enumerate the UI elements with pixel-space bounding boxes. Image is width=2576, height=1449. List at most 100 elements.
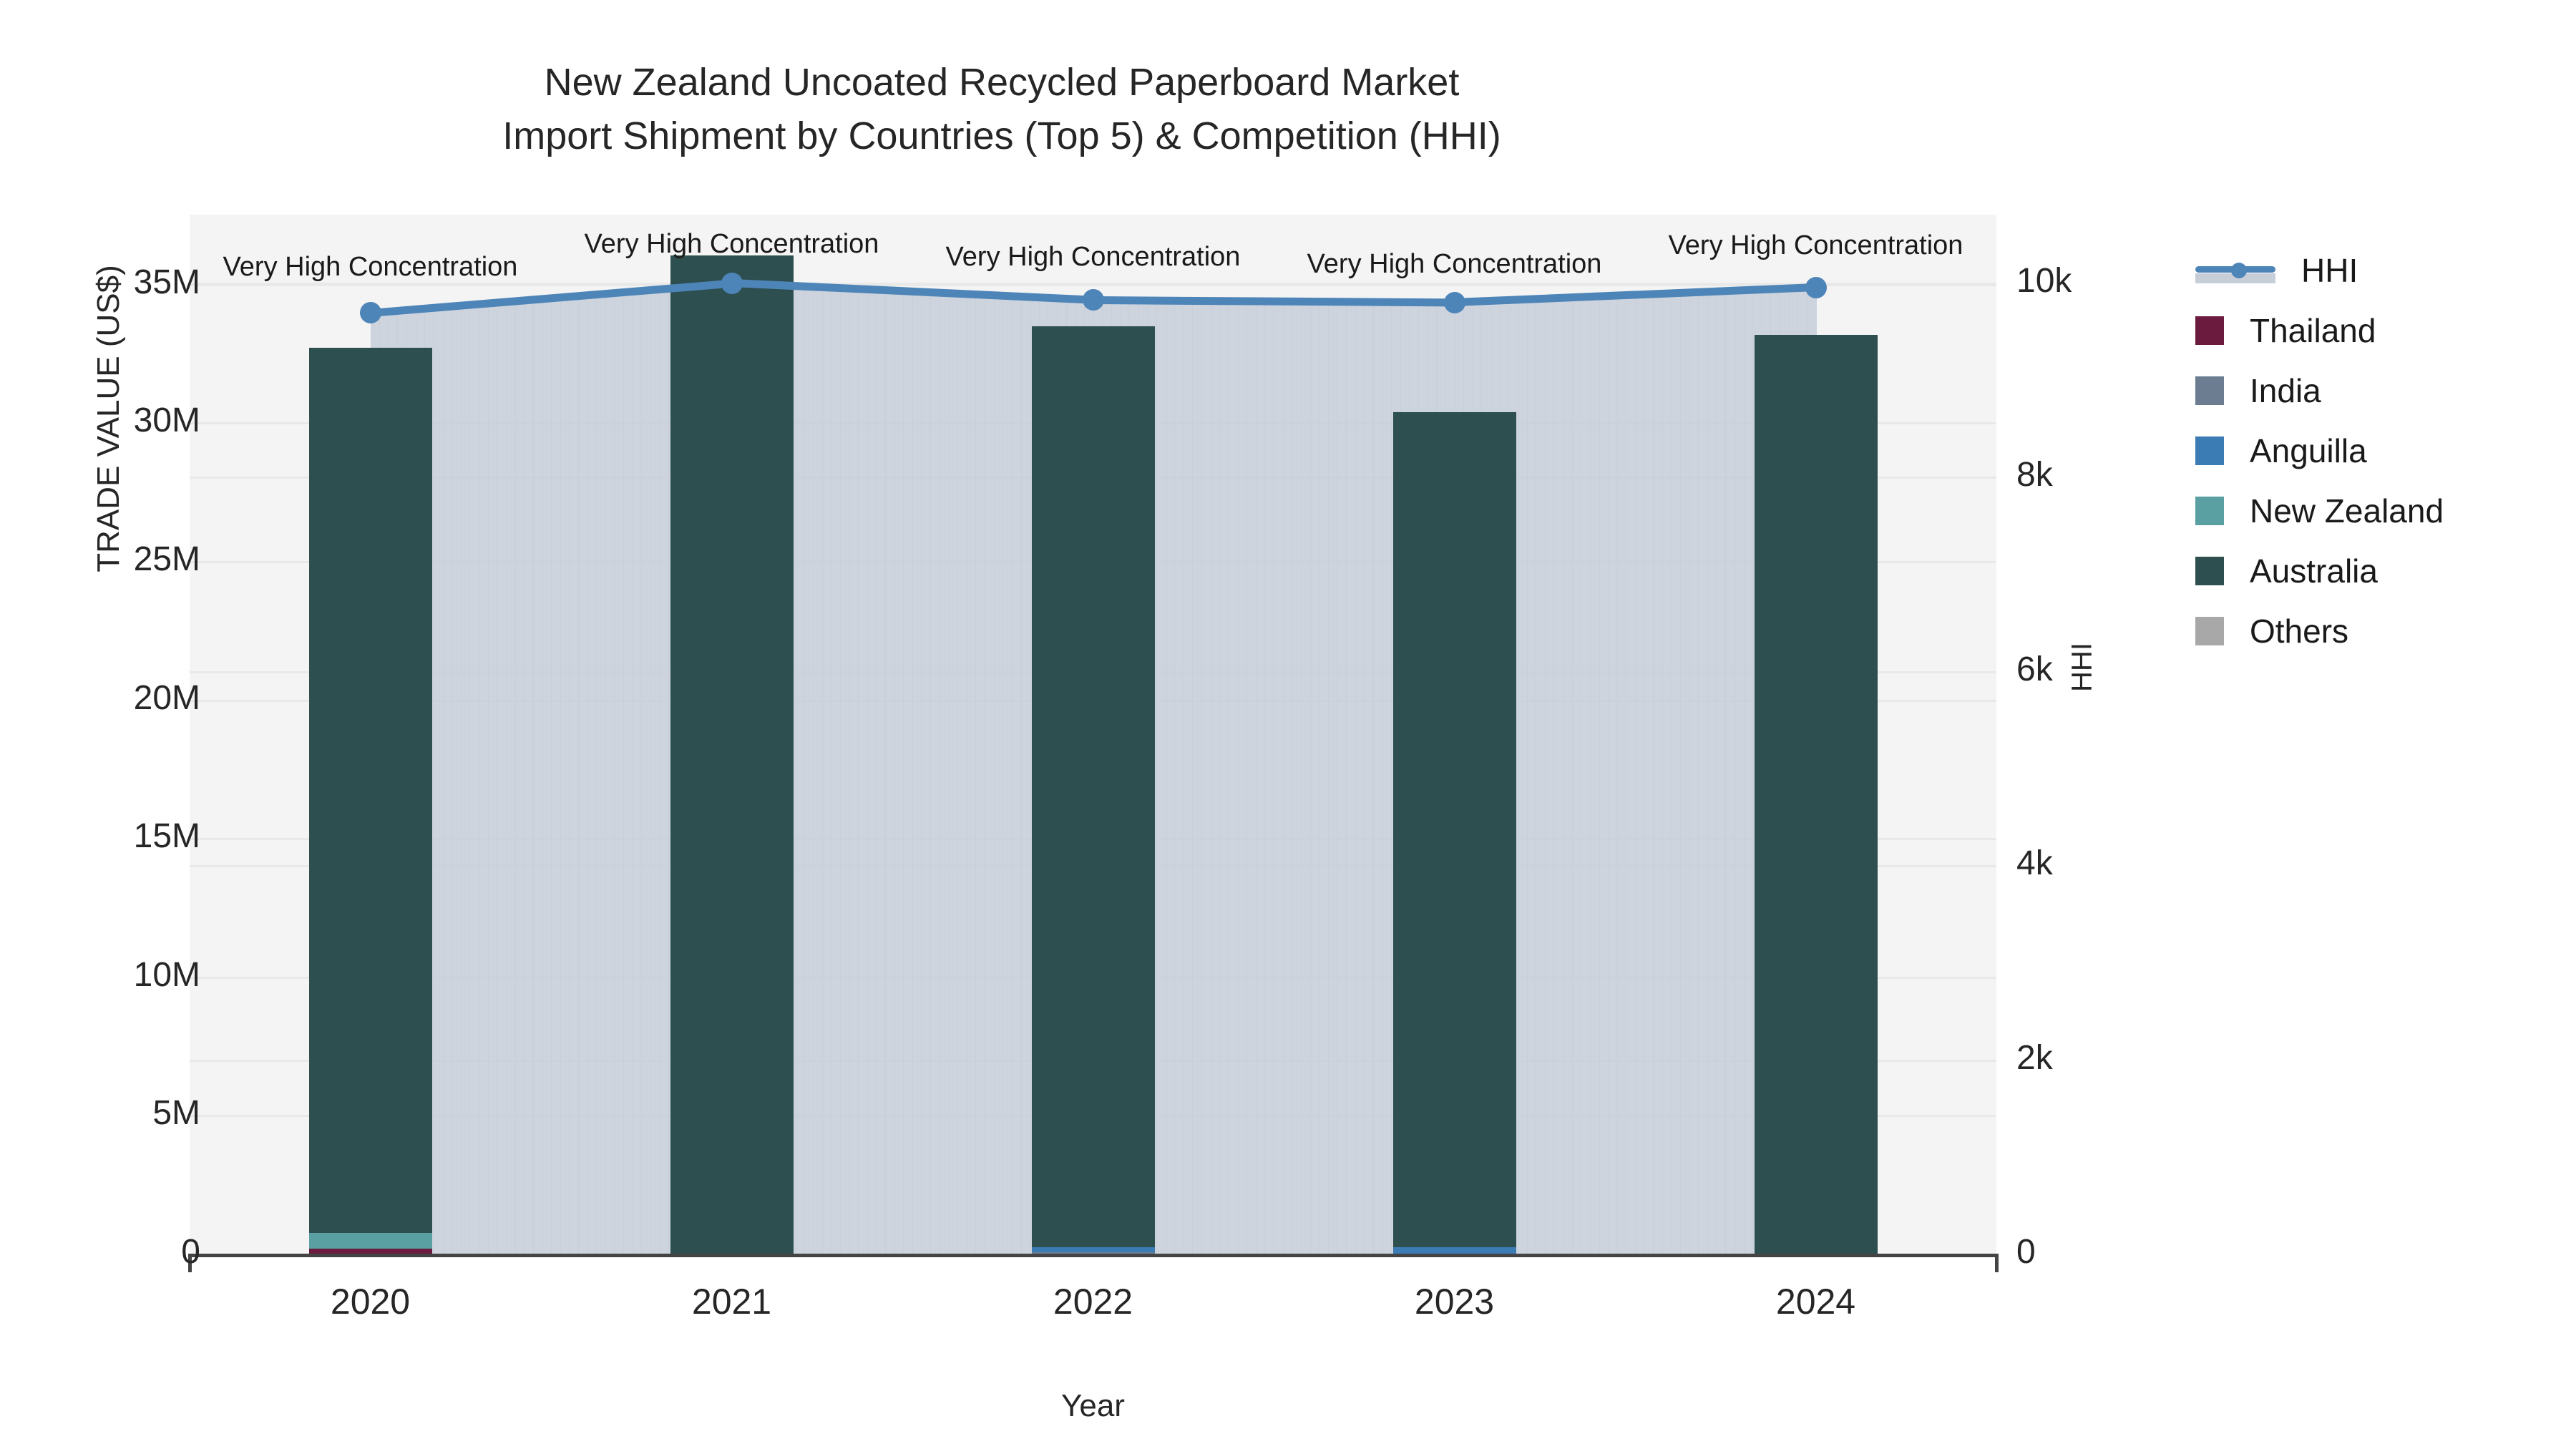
hhi-area-fill <box>1255 301 1266 1254</box>
hhi-area-fill <box>1571 297 1582 1254</box>
concentration-annotation: Very High Concentration <box>1307 249 1602 279</box>
hhi-area-fill <box>1219 301 1229 1254</box>
hhi-data-point[interactable] <box>1443 291 1465 313</box>
chart-legend: HHI Thailand India Anguilla New Zealand Austr… <box>2195 240 2444 661</box>
legend-line-icon <box>2195 256 2275 285</box>
y-axis-tick-left: 20M <box>133 678 200 717</box>
hhi-area-fill <box>1599 296 1609 1254</box>
chart-title: New Zealand Uncoated Recycled Paperboard… <box>0 56 2004 162</box>
hhi-area-fill <box>623 291 633 1254</box>
hhi-area-fill <box>1183 301 1194 1254</box>
hhi-area-fill <box>1292 301 1302 1254</box>
bar-segment[interactable] <box>1392 1246 1516 1254</box>
bar-segment[interactable] <box>308 1233 432 1249</box>
bar-segment[interactable] <box>1031 1246 1155 1252</box>
hhi-area-fill <box>985 295 995 1254</box>
hhi-area-fill <box>1210 301 1221 1254</box>
hhi-area-fill <box>460 305 471 1254</box>
y-axis-tick-right: 2k <box>2016 1038 2053 1077</box>
bar-segment[interactable] <box>1031 326 1155 1247</box>
concentration-annotation: Very High Concentration <box>223 252 518 282</box>
concentration-annotation: Very High Concentration <box>1668 230 1963 260</box>
hhi-area-fill <box>433 307 444 1254</box>
hhi-area-fill <box>1201 301 1211 1254</box>
hhi-area-fill <box>1725 291 1735 1254</box>
legend-item[interactable]: India <box>2195 361 2444 421</box>
hhi-area-fill <box>1653 293 1663 1254</box>
hhi-area-fill <box>577 295 588 1254</box>
hhi-area-fill <box>469 304 479 1254</box>
hhi-area-fill <box>1327 301 1338 1254</box>
legend-label: Others <box>2250 613 2349 650</box>
hhi-area-fill <box>794 286 805 1254</box>
hhi-area-fill <box>1002 296 1013 1254</box>
hhi-area-fill <box>1319 301 1329 1254</box>
hhi-data-point[interactable] <box>1805 276 1827 298</box>
legend-item[interactable]: Australia <box>2195 541 2444 601</box>
legend-item[interactable]: HHI <box>2195 240 2444 301</box>
hhi-area-fill <box>1626 295 1636 1254</box>
gridline <box>190 283 1996 286</box>
y-axis-tick-left: 15M <box>133 817 200 856</box>
y-axis-tick-left: 35M <box>133 263 200 301</box>
hhi-area-fill <box>1246 301 1257 1254</box>
y-axis-label-right: HHI <box>2066 643 2098 692</box>
hhi-area-fill <box>975 294 985 1254</box>
hhi-area-fill <box>885 291 895 1254</box>
hhi-area-fill <box>1264 301 1274 1254</box>
hhi-area-fill <box>1165 301 1176 1254</box>
y-axis-tick-left: 30M <box>133 401 200 440</box>
y-axis-tick-right: 8k <box>2016 456 2053 494</box>
hhi-area-fill <box>1526 299 1537 1254</box>
hhi-area-fill <box>1282 301 1293 1254</box>
bar-segment[interactable] <box>1031 1252 1155 1254</box>
legend-item[interactable]: Others <box>2195 601 2444 661</box>
y-axis-tick-right: 0 <box>2016 1233 2036 1271</box>
y-axis-tick-right: 4k <box>2016 844 2053 883</box>
x-axis-cap-left <box>188 1254 192 1272</box>
bar-segment[interactable] <box>308 347 432 1234</box>
hhi-area-fill <box>1300 301 1311 1254</box>
legend-swatch <box>2195 617 2224 645</box>
hhi-data-point[interactable] <box>721 272 743 294</box>
hhi-area-fill <box>1156 301 1166 1254</box>
legend-label: Anguilla <box>2250 432 2367 469</box>
y-axis-label-left: TRADE VALUE (US$) <box>91 265 126 572</box>
legend-item[interactable]: Thailand <box>2195 301 2444 361</box>
hhi-area-fill <box>993 296 1004 1254</box>
bar-segment[interactable] <box>308 1249 432 1254</box>
legend-label: Australia <box>2250 552 2378 590</box>
hhi-area-fill <box>1698 292 1708 1254</box>
hhi-area-fill <box>1716 291 1727 1254</box>
hhi-area-fill <box>1536 298 1546 1254</box>
y-axis-tick-left: 5M <box>152 1094 200 1133</box>
x-axis-tick: 2023 <box>1414 1282 1495 1322</box>
x-axis-tick: 2020 <box>330 1282 411 1322</box>
hhi-area-fill <box>532 298 543 1254</box>
concentration-annotation: Very High Concentration <box>584 229 879 259</box>
hhi-area-fill <box>650 289 660 1254</box>
hhi-area-fill <box>1544 298 1555 1254</box>
hhi-area-fill <box>1589 296 1600 1254</box>
hhi-data-point[interactable] <box>1082 289 1104 311</box>
bar-segment[interactable] <box>1754 335 1878 1254</box>
hhi-area-fill <box>1355 301 1365 1254</box>
legend-item[interactable]: Anguilla <box>2195 421 2444 481</box>
y-axis-tick-left: 10M <box>133 955 200 994</box>
hhi-area-fill <box>876 290 887 1254</box>
bar-segment[interactable] <box>1392 412 1516 1247</box>
hhi-area-fill <box>632 291 643 1254</box>
legend-label: Thailand <box>2250 312 2376 349</box>
legend-item[interactable]: New Zealand <box>2195 481 2444 541</box>
hhi-area-fill <box>1743 290 1754 1254</box>
x-axis-tick: 2022 <box>1053 1282 1133 1322</box>
bar-segment[interactable] <box>670 255 794 1254</box>
y-axis-tick-right: 6k <box>2016 650 2053 688</box>
hhi-data-point[interactable] <box>359 302 381 324</box>
legend-swatch <box>2195 436 2224 465</box>
hhi-area-fill <box>894 291 904 1254</box>
hhi-area-fill <box>1563 298 1573 1254</box>
hhi-area-fill <box>514 300 525 1254</box>
y-axis-tick-left: 25M <box>133 540 200 578</box>
hhi-area-fill <box>921 292 932 1254</box>
